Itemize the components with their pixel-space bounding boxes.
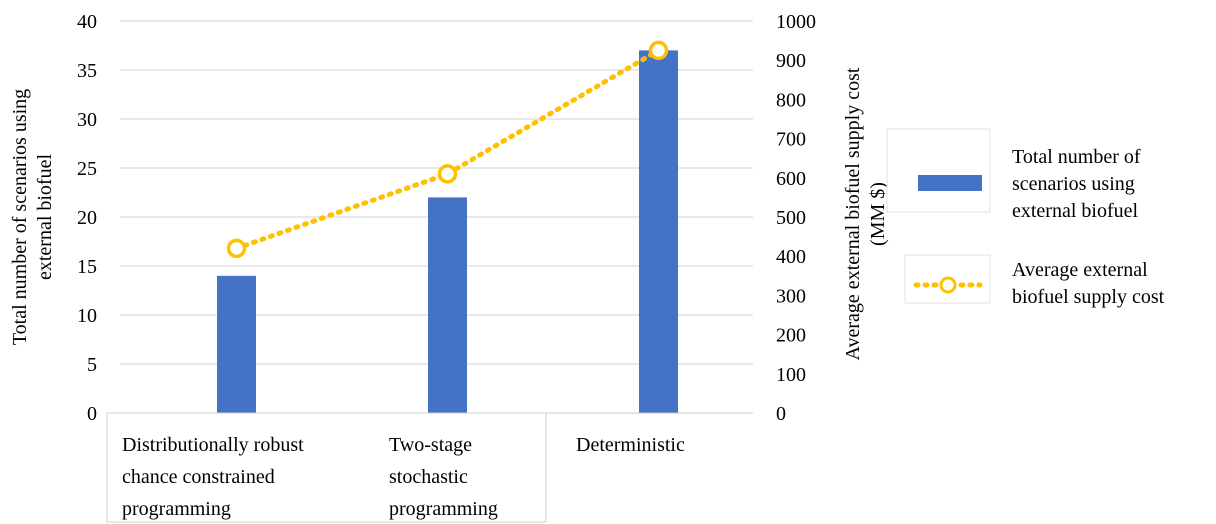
left-tick-label: 0 (87, 403, 97, 425)
axis-titles: Total number of scenarios using external … (9, 67, 889, 360)
left-tick-label: 40 (77, 11, 97, 33)
left-tick-label: 35 (77, 60, 97, 82)
right-axis-title: Average external biofuel supply cost (MM … (842, 67, 889, 360)
bar-series (217, 50, 678, 414)
right-tick-label: 300 (776, 285, 806, 307)
legend-swatch-box (886, 128, 991, 213)
right-tick-label: 1000 (776, 11, 816, 33)
left-axis-ticks: 0 5 10 15 20 25 30 35 40 (77, 11, 97, 425)
left-tick-label: 20 (77, 207, 97, 229)
line-point (648, 40, 669, 61)
right-tick-label: 100 (776, 364, 806, 386)
legend-line-marker (939, 276, 957, 294)
left-tick-label: 25 (77, 158, 97, 180)
legend-label-line: Average external biofuel supply cost (1012, 259, 1165, 308)
legend: Total number of scenarios using external b… (886, 128, 1165, 308)
bar (217, 275, 256, 413)
right-tick-label: 200 (776, 325, 806, 347)
right-tick-label: 600 (776, 168, 806, 190)
line-point (437, 164, 458, 184)
bar (639, 50, 678, 414)
right-tick-label: 900 (776, 50, 806, 72)
line-point (226, 238, 247, 259)
legend-swatch-box (904, 254, 991, 304)
left-tick-label: 5 (87, 354, 97, 376)
category-label: Distributionally robust chance constraine… (122, 434, 304, 520)
right-tick-label: 500 (776, 207, 806, 229)
left-tick-label: 10 (77, 305, 97, 327)
right-tick-label: 800 (776, 89, 806, 111)
category-label-box (106, 412, 547, 523)
left-tick-label: 15 (77, 256, 97, 278)
legend-bar-swatch (918, 175, 982, 191)
bar (428, 197, 467, 413)
left-axis-title: Total number of scenarios using external … (9, 89, 56, 345)
right-tick-label: 400 (776, 246, 806, 268)
right-tick-label: 0 (776, 403, 786, 425)
legend-label-bars: Total number of scenarios using external b… (1012, 146, 1141, 222)
right-tick-label: 700 (776, 129, 806, 151)
category-axis: Distributionally robust chance constraine… (106, 412, 753, 523)
line-series (226, 40, 669, 259)
right-axis-ticks: 0 100 200 300 400 500 600 700 800 900 1000 (776, 11, 816, 425)
category-label: Two-stage stochastic programming (389, 434, 498, 520)
left-tick-label: 30 (77, 109, 97, 131)
category-label: Deterministic (576, 434, 685, 456)
